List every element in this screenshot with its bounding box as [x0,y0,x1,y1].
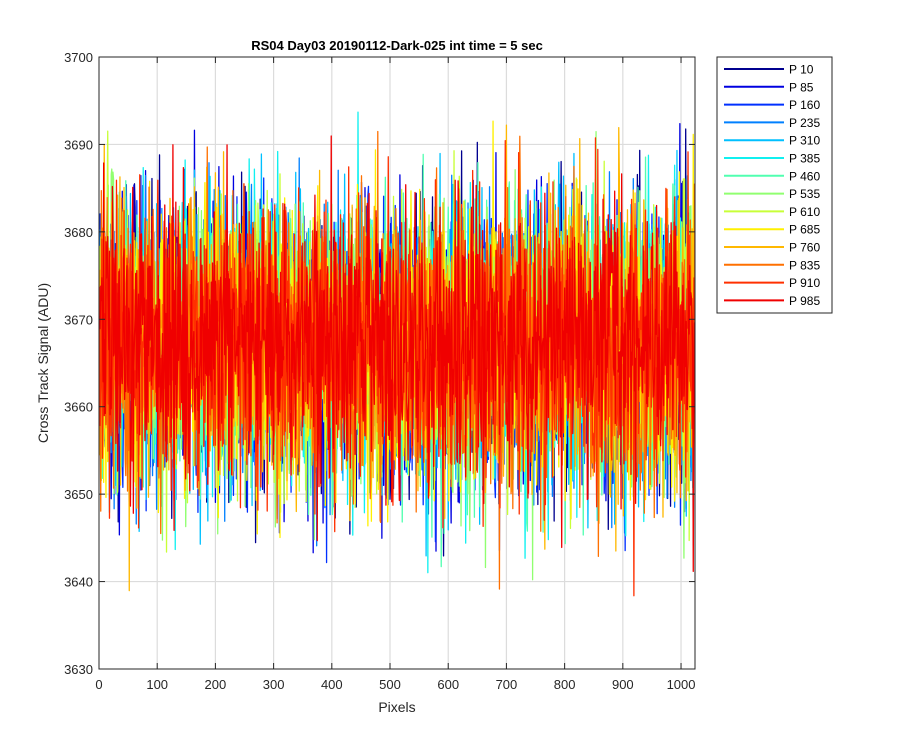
x-tick-label-0: 0 [95,677,102,692]
legend-label-0: P 10 [789,63,814,77]
y-tick-label-0: 3630 [64,662,93,677]
y-tick-label-2: 3650 [64,487,93,502]
legend-label-7: P 535 [789,187,820,201]
x-tick-label-8: 800 [554,677,576,692]
x-tick-label-5: 500 [379,677,401,692]
x-axis-label: Pixels [378,699,415,715]
x-tick-label-10: 1000 [667,677,696,692]
y-tick-label-4: 3670 [64,312,93,327]
legend-label-12: P 910 [789,276,820,290]
chart-title: RS04 Day03 20190112-Dark-025 int time = … [251,38,543,53]
legend-label-9: P 685 [789,223,820,237]
x-tick-label-3: 300 [263,677,285,692]
legend-box [716,56,833,314]
x-tick-label-1: 100 [146,677,168,692]
x-tick-label-7: 700 [496,677,518,692]
y-axis-label: Cross Track Signal (ADU) [35,283,51,443]
legend-label-4: P 310 [789,134,820,148]
plot-frame [98,56,696,670]
y-tick-label-5: 3680 [64,225,93,240]
x-tick-label-2: 200 [205,677,227,692]
legend-label-8: P 610 [789,205,820,219]
y-tick-label-6: 3690 [64,137,93,152]
y-axis-ticks: 3630 3640 3650 3660 3670 3680 3690 3700 [64,50,695,677]
legend-label-13: P 985 [789,294,820,308]
legend-label-6: P 460 [789,169,820,183]
x-tick-label-4: 400 [321,677,343,692]
x-tick-label-9: 900 [612,677,634,692]
y-tick-label-7: 3700 [64,50,93,65]
legend-label-1: P 85 [789,80,814,94]
legend-label-5: P 385 [789,152,820,166]
series-line-p985 [99,135,695,573]
legend-label-10: P 760 [789,241,820,255]
legend-label-11: P 835 [789,258,820,272]
legend-label-2: P 160 [789,98,820,112]
x-axis-ticks: 0 100 200 300 400 500 600 700 800 900 1000 [95,57,695,692]
x-tick-label-6: 600 [437,677,459,692]
legend-label-3: P 235 [789,116,820,130]
series-layer [99,111,695,597]
y-tick-label-1: 3640 [64,575,93,590]
legend: P 10 P 85 P 160 P 235 P 310 P 385 P 460 P 535 P … [716,56,833,314]
y-tick-label-3: 3660 [64,400,93,415]
